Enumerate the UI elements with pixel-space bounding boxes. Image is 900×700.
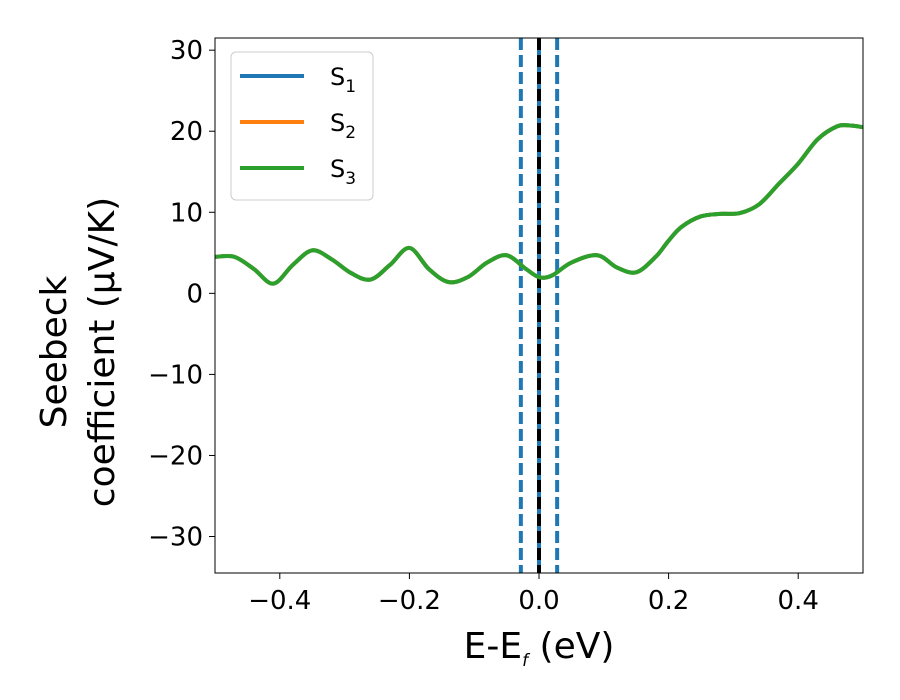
x-tick-label: −0.4: [248, 586, 311, 616]
y-axis-label: Seebeck coefficient (μV/K): [34, 197, 123, 507]
y-tick-label: 20: [170, 117, 203, 147]
plot-area: [215, 38, 863, 573]
y-tick-label: 0: [186, 279, 203, 309]
series-line-s3: [215, 123, 863, 286]
x-tick-label: −0.2: [378, 586, 441, 616]
legend-box: [230, 51, 374, 201]
x-axis-label: E-Ef (eV): [464, 626, 615, 671]
x-axis: −0.4 −0.2 0.0 0.2 0.4: [248, 573, 819, 616]
y-tick-label: 10: [170, 198, 203, 228]
x-tick-label: 0.2: [648, 586, 689, 616]
legend-label-s2: S2: [330, 109, 356, 143]
legend-label-s1: S1: [330, 63, 356, 97]
y-tick-label: −20: [148, 441, 203, 471]
y-axis: −30 −20 −10 0 10 20 30: [148, 36, 215, 553]
y-tick-label: 30: [170, 36, 203, 66]
x-tick-label: 0.0: [518, 586, 559, 616]
y-axis-label-line1: Seebeck: [34, 275, 75, 428]
x-tick-label: 0.4: [778, 586, 819, 616]
legend-label-s3: S3: [330, 155, 356, 189]
y-tick-label: −30: [148, 523, 203, 553]
y-tick-label: −10: [148, 360, 203, 390]
y-axis-label-line2: coefficient (μV/K): [82, 197, 123, 507]
legend: S1 S2 S3: [230, 51, 374, 201]
